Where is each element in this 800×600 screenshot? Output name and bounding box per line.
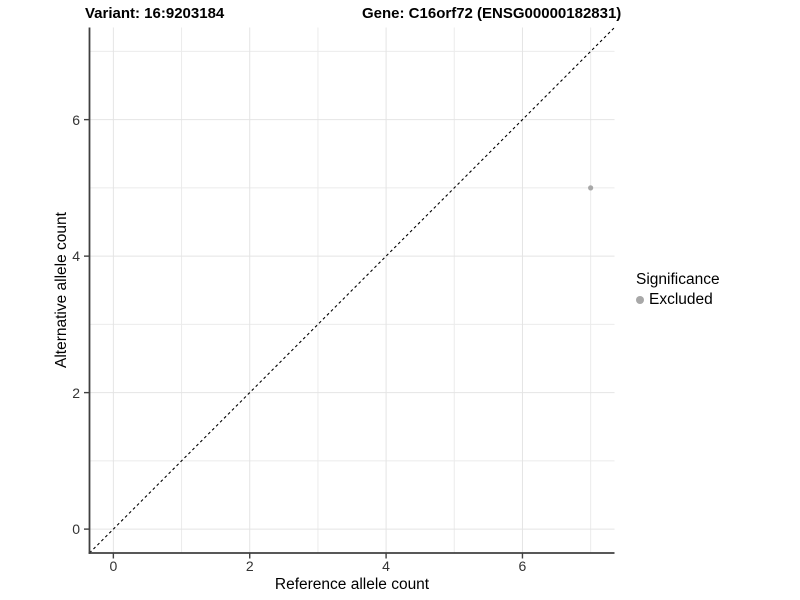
legend-entry-label: Excluded <box>649 291 713 308</box>
legend-point-icon <box>636 296 644 304</box>
y-tick-label: 0 <box>72 521 80 538</box>
x-tick-label: 2 <box>245 558 254 574</box>
x-tick-label: 6 <box>518 558 527 574</box>
variant-title: Variant: 16:9203184 <box>85 5 225 22</box>
y-axis-title: Alternative allele count <box>53 212 70 368</box>
identity-reference-line <box>89 27 615 554</box>
data-point <box>588 185 594 191</box>
y-tick-label: 4 <box>72 248 80 265</box>
gene-title: Gene: C16orf72 (ENSG00000182831) <box>362 5 622 22</box>
x-tick-label: 4 <box>382 558 390 574</box>
x-tick-label: 0 <box>109 558 118 574</box>
x-axis-title: Reference allele count <box>274 576 430 593</box>
legend-entry-excluded: Excluded <box>636 291 720 309</box>
y-tick-label: 6 <box>72 111 80 128</box>
y-tick-label: 2 <box>72 384 80 401</box>
legend-title: Significance <box>636 271 720 288</box>
legend: Significance Excluded <box>636 270 720 309</box>
